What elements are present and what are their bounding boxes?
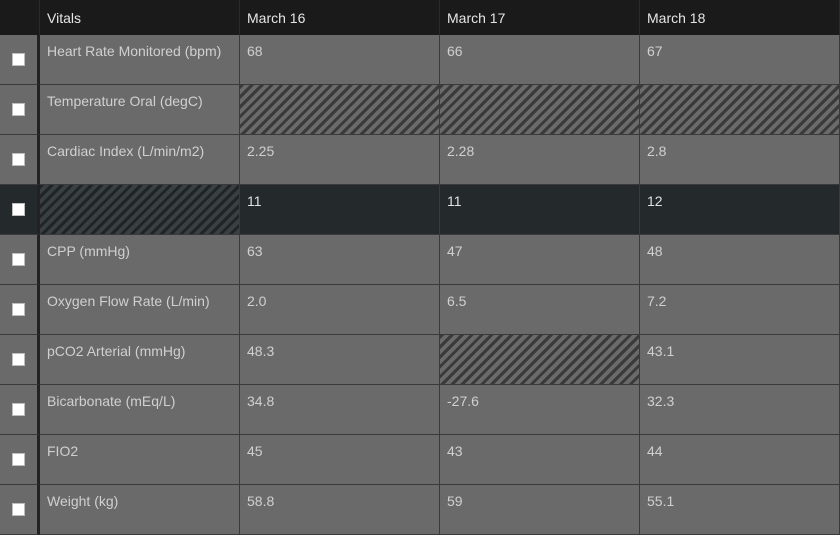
row-select-cell: [0, 435, 40, 485]
value-cell[interactable]: 47: [440, 235, 640, 285]
row-checkbox[interactable]: [12, 203, 25, 216]
row-checkbox[interactable]: [12, 403, 25, 416]
value-cell[interactable]: 45: [240, 435, 440, 485]
empty-value-cell[interactable]: [440, 335, 640, 385]
value-cell[interactable]: 11: [240, 185, 440, 235]
row-checkbox[interactable]: [12, 153, 25, 166]
row-checkbox[interactable]: [12, 453, 25, 466]
value-cell[interactable]: 66: [440, 35, 640, 85]
row-checkbox[interactable]: [12, 353, 25, 366]
empty-value-cell[interactable]: [440, 85, 640, 135]
value-cell[interactable]: 2.0: [240, 285, 440, 335]
value-cell[interactable]: 43: [440, 435, 640, 485]
value-cell[interactable]: 2.8: [640, 135, 840, 185]
value-cell[interactable]: 44: [640, 435, 840, 485]
row-checkbox[interactable]: [12, 53, 25, 66]
row-select-cell: [0, 135, 40, 185]
row-select-cell: [0, 485, 40, 535]
row-select-cell: [0, 385, 40, 435]
value-cell[interactable]: 34.8: [240, 385, 440, 435]
value-cell[interactable]: 58.8: [240, 485, 440, 535]
value-cell[interactable]: 48: [640, 235, 840, 285]
row-select-cell: [0, 335, 40, 385]
value-cell[interactable]: 6.5: [440, 285, 640, 335]
column-header-date[interactable]: March 16: [240, 0, 440, 35]
value-cell[interactable]: 7.2: [640, 285, 840, 335]
row-checkbox[interactable]: [12, 503, 25, 516]
value-cell[interactable]: 48.3: [240, 335, 440, 385]
value-cell[interactable]: 67: [640, 35, 840, 85]
value-cell[interactable]: 43.1: [640, 335, 840, 385]
value-cell[interactable]: 63: [240, 235, 440, 285]
vital-label-cell[interactable]: Temperature Oral (degC): [40, 85, 240, 135]
value-cell[interactable]: 2.28: [440, 135, 640, 185]
empty-value-cell[interactable]: [240, 85, 440, 135]
value-cell[interactable]: 12: [640, 185, 840, 235]
vital-label-cell[interactable]: Bicarbonate (mEq/L): [40, 385, 240, 435]
row-checkbox[interactable]: [12, 253, 25, 266]
vital-label-cell[interactable]: pCO2 Arterial (mmHg): [40, 335, 240, 385]
vital-label-cell[interactable]: Heart Rate Monitored (bpm): [40, 35, 240, 85]
row-select-cell: [0, 235, 40, 285]
row-checkbox[interactable]: [12, 303, 25, 316]
row-select-cell: [0, 185, 40, 235]
value-cell[interactable]: 2.25: [240, 135, 440, 185]
column-header-date[interactable]: March 17: [440, 0, 640, 35]
value-cell[interactable]: 32.3: [640, 385, 840, 435]
empty-value-cell[interactable]: [640, 85, 840, 135]
row-select-cell: [0, 85, 40, 135]
vital-label-cell[interactable]: CPP (mmHg): [40, 235, 240, 285]
vital-label-cell[interactable]: Weight (kg): [40, 485, 240, 535]
column-header-date[interactable]: March 18: [640, 0, 840, 35]
vital-label-cell[interactable]: Oxygen Flow Rate (L/min): [40, 285, 240, 335]
row-checkbox[interactable]: [12, 103, 25, 116]
value-cell[interactable]: 59: [440, 485, 640, 535]
vital-label-cell[interactable]: Cardiac Index (L/min/m2): [40, 135, 240, 185]
column-header-vitals[interactable]: Vitals: [40, 0, 240, 35]
vital-label-cell[interactable]: FIO2: [40, 435, 240, 485]
value-cell[interactable]: 55.1: [640, 485, 840, 535]
empty-label-cell[interactable]: [40, 185, 240, 235]
row-select-cell: [0, 285, 40, 335]
value-cell[interactable]: 11: [440, 185, 640, 235]
row-select-cell: [0, 35, 40, 85]
value-cell[interactable]: 68: [240, 35, 440, 85]
value-cell[interactable]: -27.6: [440, 385, 640, 435]
header-checkbox-column: [0, 0, 40, 35]
